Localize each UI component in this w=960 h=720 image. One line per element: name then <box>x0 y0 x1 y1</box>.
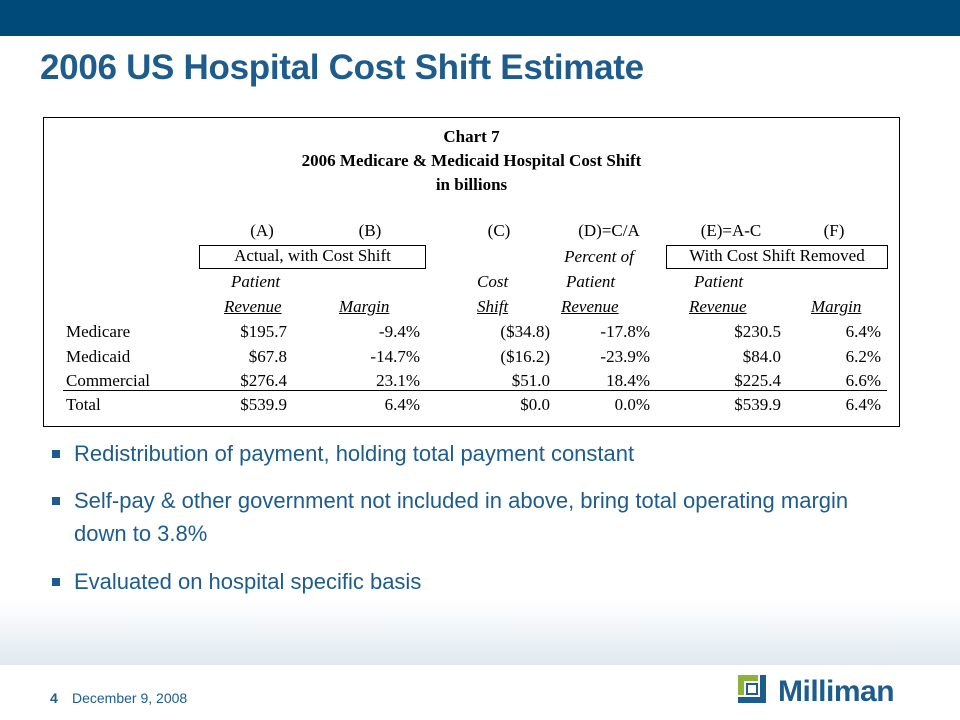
cell-margin-removed: 6.6% <box>845 371 881 390</box>
cell-revenue-actual: $195.7 <box>240 322 287 341</box>
cell-margin-actual: 23.1% <box>376 371 420 390</box>
col-letter-f: (F) <box>823 221 845 240</box>
cell-revenue-removed: $230.5 <box>734 322 781 341</box>
header-margin-f: Margin <box>811 297 862 316</box>
milliman-logo-icon <box>738 675 766 703</box>
table-title-line2: 2006 Medicare & Medicaid Hospital Cost S… <box>301 151 642 170</box>
total-divider <box>63 390 887 391</box>
col-letter-a: (A) <box>250 221 274 240</box>
square-bullet-icon <box>52 497 60 505</box>
slide-title: 2006 US Hospital Cost Shift Estimate <box>40 48 644 87</box>
header-shift-c: Shift <box>477 297 509 316</box>
cell-revenue-actual: $67.8 <box>248 347 287 366</box>
row-label-total: Total <box>66 395 101 414</box>
row-label: Medicare <box>66 322 131 341</box>
square-bullet-icon <box>52 450 60 458</box>
col-letter-c: (C) <box>487 221 511 240</box>
milliman-logo: Milliman <box>738 672 895 712</box>
header-revenue-d: Revenue <box>561 297 619 316</box>
cell-cost-shift: ($16.2) <box>500 347 550 366</box>
cell-margin-actual: -9.4% <box>378 322 420 341</box>
header-percent-of: Percent of <box>564 247 634 266</box>
square-bullet-icon <box>52 578 60 586</box>
cell-margin-removed: 6.4% <box>845 322 881 341</box>
col-letter-b: (B) <box>358 221 382 240</box>
cell-cost-shift: $0.0 <box>520 395 550 414</box>
cell-revenue-removed: $539.9 <box>734 395 781 414</box>
bullet-text: Redistribution of payment, holding total… <box>74 441 635 466</box>
cell-margin-removed: 6.4% <box>845 395 881 414</box>
top-banner <box>0 0 960 36</box>
group-actual-box: Actual, with Cost Shift <box>199 245 426 269</box>
bullet-text: Self-pay & other government not included… <box>74 488 849 546</box>
bullet-item: Self-pay & other government not included… <box>52 484 894 550</box>
table-title-line1: Chart 7 <box>443 127 500 146</box>
cell-revenue-actual: $539.9 <box>240 395 287 414</box>
bullet-item: Evaluated on hospital specific basis <box>52 565 894 598</box>
cell-pct-revenue: -17.8% <box>600 322 650 341</box>
page-number: 4 <box>50 690 58 706</box>
cell-margin-actual: -14.7% <box>370 347 420 366</box>
row-label: Medicaid <box>66 347 131 366</box>
bullet-item: Redistribution of payment, holding total… <box>52 437 894 470</box>
header-patient-d: Patient <box>566 272 616 291</box>
cell-cost-shift: ($34.8) <box>500 322 550 341</box>
cell-revenue-removed: $84.0 <box>742 347 781 366</box>
footer-gradient <box>0 600 960 665</box>
cost-shift-table: Chart 7 2006 Medicare & Medicaid Hospita… <box>43 117 900 427</box>
cell-revenue-actual: $276.4 <box>240 371 287 390</box>
cell-pct-revenue: -23.9% <box>600 347 650 366</box>
col-letter-e: (E)=A-C <box>700 221 762 240</box>
row-label: Commercial <box>66 371 151 390</box>
header-revenue-a: Revenue <box>224 297 282 316</box>
header-patient-e: Patient <box>694 272 744 291</box>
header-margin-b: Margin <box>339 297 390 316</box>
group-removed-box: With Cost Shift Removed <box>666 245 888 269</box>
table-title-line3: in billions <box>435 175 508 194</box>
bullet-text: Evaluated on hospital specific basis <box>74 569 422 594</box>
col-letter-d: (D)=C/A <box>578 221 640 240</box>
cell-pct-revenue: 18.4% <box>606 371 650 390</box>
header-revenue-e: Revenue <box>689 297 747 316</box>
cell-pct-revenue: 0.0% <box>614 395 650 414</box>
logo-text: Milliman <box>778 675 895 708</box>
header-patient-a: Patient <box>231 272 281 291</box>
cell-revenue-removed: $225.4 <box>734 371 781 390</box>
cell-margin-removed: 6.2% <box>845 347 881 366</box>
cell-margin-actual: 6.4% <box>384 395 420 414</box>
footer-date: December 9, 2008 <box>72 690 188 706</box>
header-cost-c: Cost <box>477 272 509 291</box>
cell-cost-shift: $51.0 <box>511 371 550 390</box>
